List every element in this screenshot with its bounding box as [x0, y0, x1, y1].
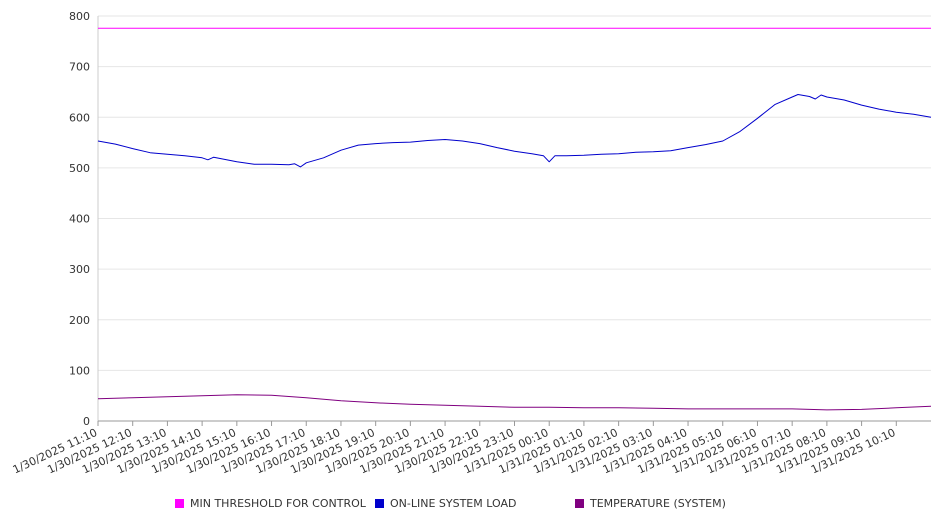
y-tick-label: 200: [69, 314, 90, 327]
y-tick-label: 400: [69, 213, 90, 226]
y-tick-label: 0: [83, 415, 90, 428]
y-tick-label: 600: [69, 111, 90, 124]
series-lines: [97, 27, 932, 411]
y-tick-label: 100: [69, 364, 90, 377]
axes: [97, 16, 931, 426]
legend-swatch-min-threshold: [175, 499, 184, 508]
y-tick-label: 300: [69, 263, 90, 276]
y-tick-label: 700: [69, 61, 90, 74]
legend-label-min-threshold: MIN THRESHOLD FOR CONTROL: [190, 497, 366, 510]
series-line-on-line-system-load: [97, 94, 932, 168]
grid-lines: [98, 15, 931, 371]
legend-item-system-load: ON-LINE SYSTEM LOAD: [375, 497, 516, 510]
y-tick-label: 800: [69, 10, 90, 23]
x-tick-labels: 1/30/2025 11:101/30/2025 12:101/30/2025 …: [11, 426, 898, 476]
series-line-temperature-system: [97, 394, 932, 411]
legend-label-temperature: TEMPERATURE (SYSTEM): [590, 497, 726, 510]
y-tick-labels: 0 100 200 300 400 500 600 700 800: [69, 10, 90, 428]
legend-swatch-system-load: [375, 499, 384, 508]
legend: MIN THRESHOLD FOR CONTROL ON-LINE SYSTEM…: [0, 497, 946, 515]
legend-swatch-temperature: [575, 499, 584, 508]
legend-item-temperature: TEMPERATURE (SYSTEM): [575, 497, 726, 510]
legend-item-min-threshold: MIN THRESHOLD FOR CONTROL: [175, 497, 366, 510]
legend-label-system-load: ON-LINE SYSTEM LOAD: [390, 497, 517, 510]
y-tick-label: 500: [69, 162, 90, 175]
